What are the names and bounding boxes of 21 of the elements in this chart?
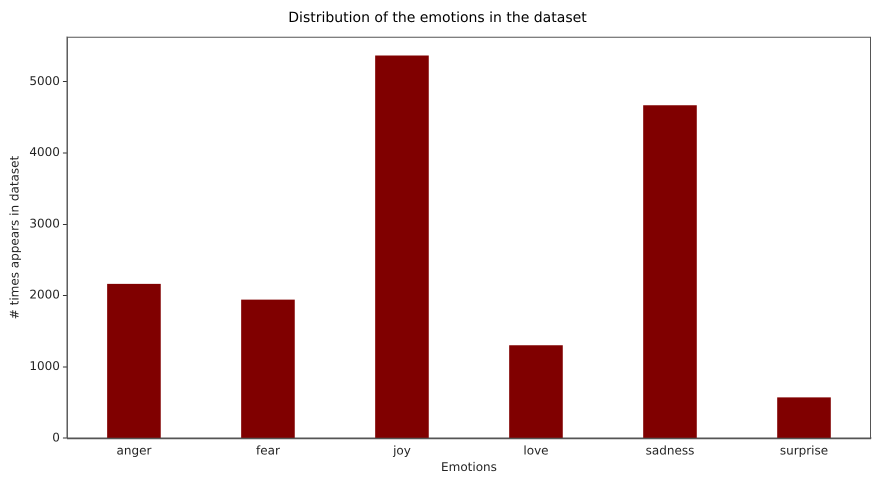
x-tick-label: love [523, 444, 549, 458]
y-axis-title: # times appears in dataset [7, 155, 22, 320]
y-tick-label: 4000 [29, 145, 60, 160]
x-axis-title: Emotions [441, 460, 497, 474]
x-tick-label: joy [392, 444, 411, 458]
bar [509, 345, 563, 438]
y-tick-label: 2000 [29, 288, 60, 302]
x-tick-label: sadness [646, 444, 694, 458]
bar [241, 300, 295, 438]
x-tick-label: anger [116, 444, 152, 458]
bar [107, 284, 161, 438]
bar [375, 56, 429, 438]
chart-title: Distribution of the emotions in the dataset [288, 10, 588, 26]
y-tick-label: 0 [52, 430, 60, 444]
x-tick-label: fear [256, 444, 280, 458]
bar [777, 397, 831, 438]
y-tick-label: 3000 [29, 216, 60, 230]
bar [643, 105, 697, 438]
y-tick-label: 1000 [29, 359, 60, 374]
x-tick-label: surprise [780, 444, 828, 458]
y-tick-label: 5000 [29, 74, 60, 88]
